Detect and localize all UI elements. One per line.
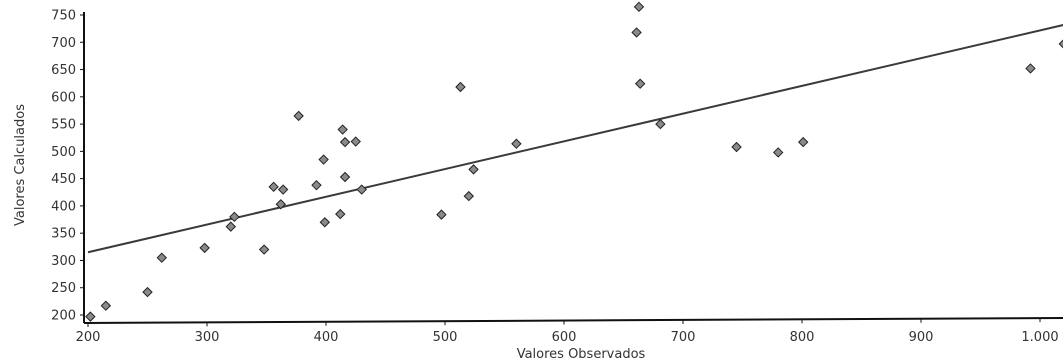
y-tick-label: 500: [51, 145, 76, 160]
y-tick-label: 600: [51, 90, 76, 105]
data-point: [350, 136, 361, 147]
data-point: [318, 154, 329, 165]
data-point: [100, 300, 112, 311]
y-tick-label: 300: [51, 254, 76, 269]
data-point: [85, 311, 96, 322]
y-axis-title: Valores Calculados: [13, 104, 28, 226]
x-tick-label: 700: [671, 330, 696, 345]
data-point: [293, 110, 304, 122]
data-point: [631, 27, 642, 38]
x-tick-label: 1.000: [1021, 330, 1058, 345]
x-tick-label: 500: [433, 330, 458, 345]
x-tick-label: 400: [314, 330, 339, 345]
data-point: [339, 171, 351, 183]
data-point: [337, 124, 348, 135]
data-point: [356, 184, 367, 195]
data-point: [468, 164, 479, 175]
x-axis-line: [83, 317, 1063, 324]
y-tick-label: 200: [51, 309, 76, 324]
x-tick-label: 900: [909, 330, 934, 345]
x-axis-title: Valores Observados: [517, 347, 646, 362]
y-tick-label: 250: [51, 281, 76, 296]
y-axis-ticks: 200 250 300 350 400 450 500 550 600 650 700 750: [51, 9, 84, 324]
x-tick-label: 800: [790, 330, 815, 345]
y-tick-label: 350: [51, 227, 76, 242]
data-point: [634, 78, 646, 89]
data-point: [311, 179, 322, 191]
trend-line: [87, 24, 1063, 254]
y-tick-label: 650: [51, 63, 76, 78]
x-tick-label: 200: [76, 330, 101, 345]
data-point: [339, 136, 351, 148]
data-point: [1058, 39, 1063, 49]
data-point: [335, 208, 346, 220]
data-point: [319, 217, 331, 228]
data-point: [633, 1, 645, 13]
data-point: [268, 181, 279, 193]
y-tick-label: 450: [51, 172, 76, 187]
data-point: [277, 184, 289, 195]
data-point: [511, 138, 522, 149]
data-points: [85, 1, 1063, 322]
data-point: [229, 211, 240, 223]
x-tick-label: 300: [195, 330, 220, 345]
x-tick-label: 600: [552, 330, 577, 345]
y-tick-label: 700: [51, 36, 76, 51]
y-tick-label: 400: [51, 199, 76, 214]
data-point: [436, 209, 447, 220]
data-point: [275, 199, 286, 210]
data-point: [655, 118, 666, 130]
data-point: [731, 141, 742, 153]
data-point: [258, 244, 270, 255]
data-point: [455, 81, 466, 93]
data-point: [772, 147, 784, 158]
data-point: [463, 190, 475, 202]
y-tick-label: 550: [51, 118, 76, 133]
data-point: [797, 136, 809, 148]
data-point: [1025, 63, 1036, 74]
y-tick-label: 750: [51, 9, 76, 24]
data-point: [142, 286, 153, 298]
data-point: [156, 252, 167, 263]
data-point: [199, 242, 210, 254]
data-point: [225, 221, 237, 232]
